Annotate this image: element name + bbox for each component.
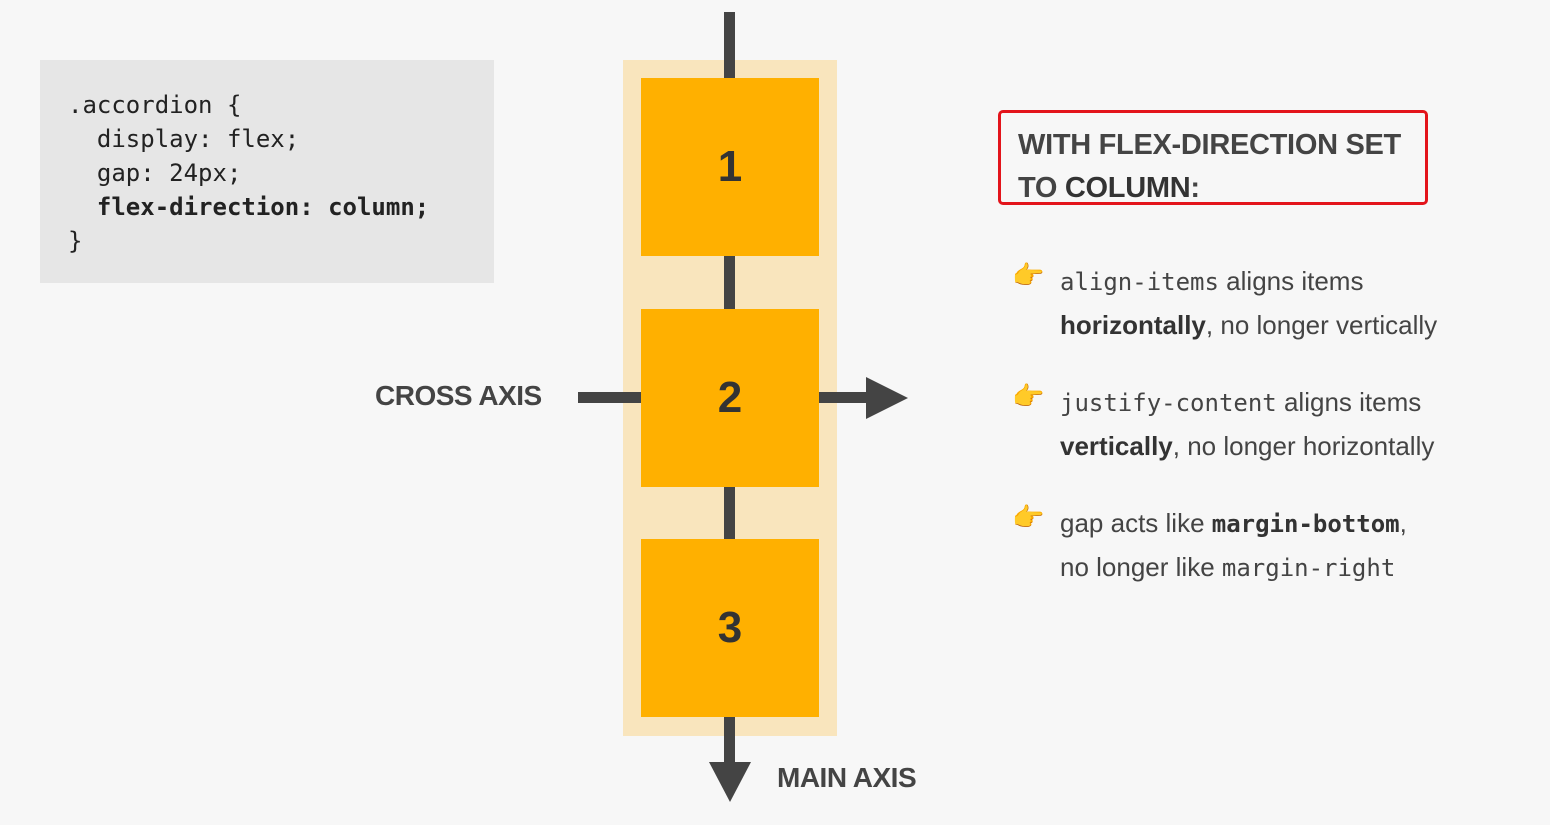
title-line-2-strong: COLUMN xyxy=(1064,172,1191,204)
code-margin-bottom: margin-bottom xyxy=(1211,510,1400,538)
bullet-text-part: gap acts like xyxy=(1060,508,1212,538)
section-title: WITH FLEX-DIRECTION SET TO COLUMN: xyxy=(998,110,1428,205)
cross-axis-line-left xyxy=(578,392,642,403)
cross-axis-label: CROSS AXIS xyxy=(375,380,542,411)
bullet-text-part: aligns items xyxy=(1276,387,1422,417)
flex-item-3: 3 xyxy=(641,539,819,717)
pointing-hand-icon: 👉 xyxy=(1012,260,1045,290)
code-justify-content: justify-content xyxy=(1060,389,1277,417)
code-align-items: align-items xyxy=(1060,268,1219,296)
bullet-strong: vertically xyxy=(1060,431,1173,461)
bullet-text: align-items aligns items horizontally, no… xyxy=(1060,260,1520,347)
title-line-1: WITH FLEX-DIRECTION SET xyxy=(1018,129,1401,161)
pointing-hand-icon: 👉 xyxy=(1012,381,1045,411)
cross-axis-arrow-icon xyxy=(866,377,908,419)
pointing-hand-icon: 👉 xyxy=(1012,502,1045,532)
code-line-flex-direction: flex-direction: column; xyxy=(68,193,430,221)
code-panel xyxy=(40,60,494,283)
flex-item-2: 2 xyxy=(641,309,819,487)
bullet-text-part: , no longer horizontally xyxy=(1172,431,1435,461)
code-line-display: display: flex; xyxy=(68,125,300,153)
main-axis-arrow-icon xyxy=(709,762,751,802)
css-code-block: .accordion { display: flex; gap: 24px; f… xyxy=(68,88,429,258)
code-line-close: } xyxy=(68,227,83,255)
bullet-text: justify-content aligns items vertically, … xyxy=(1060,381,1520,468)
cross-axis-line-right xyxy=(818,392,870,403)
title-line-2-prefix: TO xyxy=(1018,172,1065,204)
main-axis-label: MAIN AXIS xyxy=(777,762,917,793)
code-line-gap: gap: 24px; xyxy=(68,159,242,187)
bullet-text-part: , xyxy=(1399,508,1407,538)
bullet-text-part: , no longer vertically xyxy=(1205,310,1438,340)
code-margin-right: margin-right xyxy=(1221,554,1396,582)
code-line-selector: .accordion { xyxy=(68,91,242,119)
bullet-strong: horizontally xyxy=(1060,310,1206,340)
bullet-text-part: no longer like xyxy=(1060,552,1222,582)
title-line-2-suffix: : xyxy=(1190,172,1200,204)
flex-item-1: 1 xyxy=(641,78,819,256)
bullet-text: gap acts like margin-bottom, no longer li… xyxy=(1060,502,1520,590)
bullet-text-part: aligns items xyxy=(1218,266,1364,296)
